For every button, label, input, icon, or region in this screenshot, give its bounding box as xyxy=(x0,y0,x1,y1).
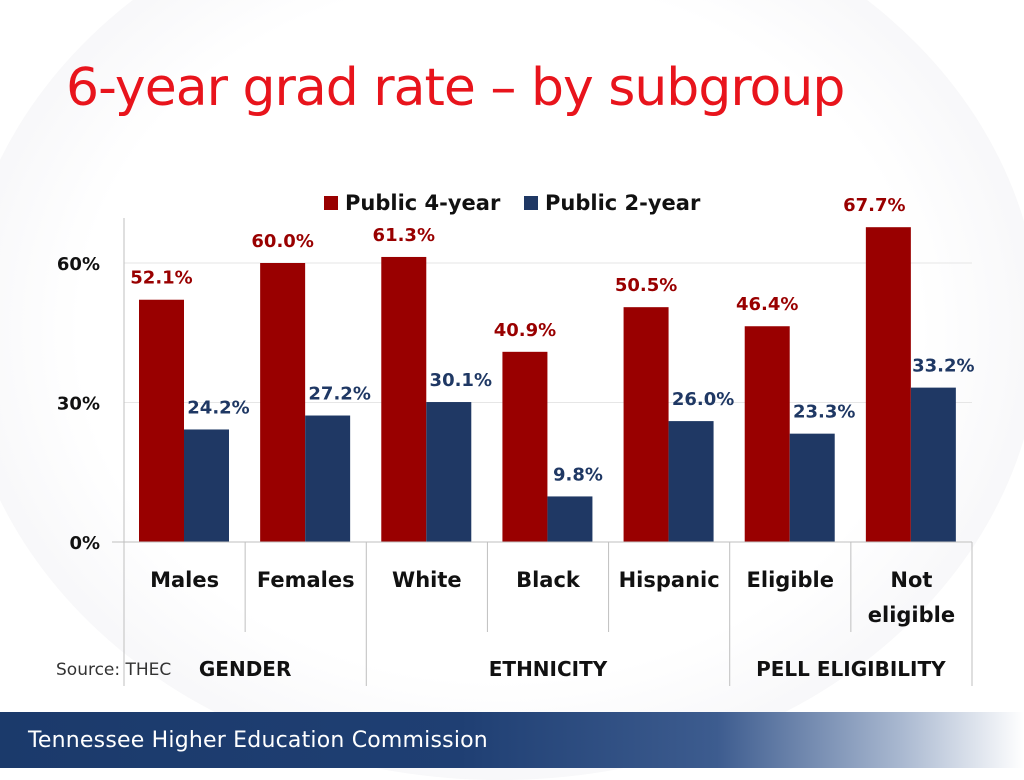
data-label-public-2-year: 9.8% xyxy=(553,464,603,485)
x-category-label: Hispanic xyxy=(619,568,720,592)
bar-public-4-year xyxy=(623,307,669,542)
bar-public-2-year xyxy=(547,496,593,542)
legend-label: Public 2-year xyxy=(545,191,701,215)
slide-title: 6-year grad rate – by subgroup xyxy=(66,58,845,118)
bar-public-4-year xyxy=(260,263,306,542)
x-category-label: Black xyxy=(516,568,581,592)
x-category-label: Females xyxy=(257,568,355,592)
x-category-label: White xyxy=(392,568,462,592)
bar-public-4-year xyxy=(744,326,790,542)
data-label-public-4-year: 61.3% xyxy=(373,225,435,246)
bar-public-2-year xyxy=(184,429,229,542)
y-tick-label: 0% xyxy=(69,533,100,554)
data-label-public-4-year: 52.1% xyxy=(130,268,192,289)
bar-public-4-year xyxy=(502,351,548,542)
data-label-public-2-year: 24.2% xyxy=(187,397,249,418)
legend-swatch xyxy=(524,196,538,210)
x-category-label: Males xyxy=(150,568,219,592)
legend-label: Public 4-year xyxy=(345,191,501,215)
y-tick-label: 60% xyxy=(57,254,100,275)
bar-public-4-year xyxy=(865,227,911,542)
data-label-public-4-year: 40.9% xyxy=(494,320,556,341)
data-label-public-4-year: 67.7% xyxy=(843,195,905,216)
source-note: Source: THEC xyxy=(56,660,172,680)
bar-public-2-year xyxy=(305,415,351,542)
x-category-label: Eligible xyxy=(747,568,834,592)
data-label-public-4-year: 60.0% xyxy=(251,231,313,252)
data-label-public-2-year: 26.0% xyxy=(672,389,734,410)
grad-rate-bar-chart: 0% 30% 60% 52.1% 24.2% 60.0% 27.2% 61.3% 30.1% 40… xyxy=(57,191,975,686)
legend-swatch xyxy=(324,196,338,210)
data-label-public-2-year: 23.3% xyxy=(793,402,855,423)
bar-public-4-year xyxy=(381,256,427,542)
data-label-public-4-year: 46.4% xyxy=(736,294,798,315)
x-group-label: ETHNICITY xyxy=(489,657,608,681)
bar-public-2-year xyxy=(426,402,472,542)
y-tick-label: 30% xyxy=(57,394,100,415)
x-group-label: PELL ELIGIBILITY xyxy=(756,657,946,681)
bar-public-2-year xyxy=(668,421,714,542)
bar-public-2-year xyxy=(910,387,956,542)
x-group-label: GENDER xyxy=(199,657,291,681)
data-label-public-2-year: 27.2% xyxy=(308,384,370,405)
footer-organization-name: Tennessee Higher Education Commission xyxy=(28,728,488,753)
x-category-label: Not eligible xyxy=(868,568,955,627)
bar-public-2-year xyxy=(789,433,835,542)
data-label-public-2-year: 30.1% xyxy=(430,370,492,391)
bar-public-4-year xyxy=(139,299,184,542)
data-label-public-4-year: 50.5% xyxy=(615,275,677,296)
data-label-public-2-year: 33.2% xyxy=(912,356,974,377)
footer-bar: Tennessee Higher Education Commission xyxy=(0,712,1024,768)
